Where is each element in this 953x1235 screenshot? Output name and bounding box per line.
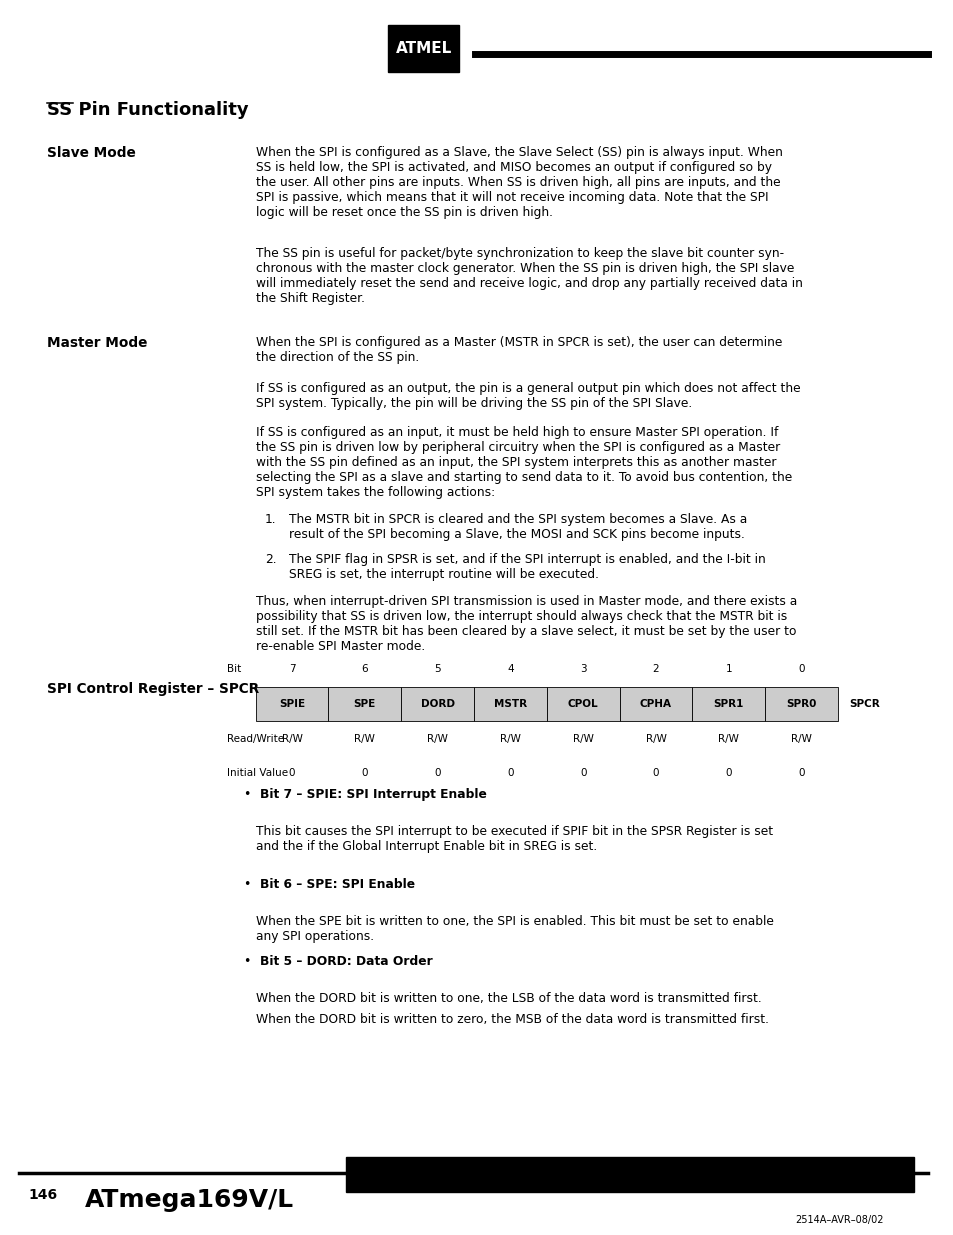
Text: 0: 0 [361, 768, 368, 778]
Text: •: • [243, 878, 251, 892]
Text: SS Pin Functionality: SS Pin Functionality [48, 101, 249, 120]
Text: DORD: DORD [420, 699, 455, 709]
Text: ATmega169V/L: ATmega169V/L [85, 1188, 294, 1212]
Text: 1.: 1. [265, 513, 276, 526]
Text: 0: 0 [798, 768, 804, 778]
Text: R/W: R/W [790, 734, 811, 743]
Text: 146: 146 [29, 1188, 57, 1202]
FancyBboxPatch shape [401, 688, 474, 720]
Text: R/W: R/W [281, 734, 302, 743]
Text: 5: 5 [434, 664, 440, 674]
Text: The SS pin is useful for packet/byte synchronization to keep the slave bit count: The SS pin is useful for packet/byte syn… [255, 247, 801, 305]
FancyBboxPatch shape [255, 688, 328, 720]
Text: If SS is configured as an input, it must be held high to ensure Master SPI opera: If SS is configured as an input, it must… [255, 426, 791, 499]
Text: This bit causes the SPI interrupt to be executed if SPIF bit in the SPSR Registe: This bit causes the SPI interrupt to be … [255, 825, 772, 853]
Text: R/W: R/W [427, 734, 448, 743]
Text: 2514A–AVR–08/02: 2514A–AVR–08/02 [795, 1215, 882, 1225]
Text: When the SPI is configured as a Slave, the Slave Select (SS) pin is always input: When the SPI is configured as a Slave, t… [255, 146, 781, 219]
Text: R/W: R/W [718, 734, 739, 743]
Text: Bit 7 – SPIE: SPI Interrupt Enable: Bit 7 – SPIE: SPI Interrupt Enable [260, 788, 487, 802]
Text: •: • [243, 788, 251, 802]
Text: R/W: R/W [645, 734, 666, 743]
Text: 0: 0 [434, 768, 440, 778]
FancyBboxPatch shape [692, 688, 764, 720]
Text: Thus, when interrupt-driven SPI transmission is used in Master mode, and there e: Thus, when interrupt-driven SPI transmis… [255, 595, 796, 653]
Text: 0: 0 [579, 768, 586, 778]
Text: 4: 4 [507, 664, 513, 674]
Text: The MSTR bit in SPCR is cleared and the SPI system becomes a Slave. As a
result : The MSTR bit in SPCR is cleared and the … [289, 513, 746, 541]
Text: 0: 0 [652, 768, 659, 778]
Text: The SPIF flag in SPSR is set, and if the SPI interrupt is enabled, and the I-bit: The SPIF flag in SPSR is set, and if the… [289, 553, 764, 582]
Text: If SS is configured as an output, the pin is a general output pin which does not: If SS is configured as an output, the pi… [255, 382, 800, 410]
Text: 2: 2 [652, 664, 659, 674]
Text: SPI Control Register – SPCR: SPI Control Register – SPCR [48, 682, 259, 695]
Text: When the DORD bit is written to one, the LSB of the data word is transmitted fir: When the DORD bit is written to one, the… [255, 992, 760, 1005]
Text: 6: 6 [361, 664, 368, 674]
Text: CPHA: CPHA [639, 699, 671, 709]
FancyBboxPatch shape [345, 1157, 913, 1192]
Text: When the SPE bit is written to one, the SPI is enabled. This bit must be set to : When the SPE bit is written to one, the … [255, 915, 773, 944]
FancyBboxPatch shape [764, 688, 837, 720]
FancyBboxPatch shape [618, 688, 692, 720]
Text: MSTR: MSTR [494, 699, 526, 709]
Text: CPOL: CPOL [567, 699, 598, 709]
FancyBboxPatch shape [474, 688, 546, 720]
Text: •: • [243, 955, 251, 968]
Text: Bit: Bit [227, 664, 241, 674]
Text: Bit 5 – DORD: Data Order: Bit 5 – DORD: Data Order [260, 955, 433, 968]
Text: R/W: R/W [354, 734, 375, 743]
FancyBboxPatch shape [546, 688, 618, 720]
Text: Slave Mode: Slave Mode [48, 146, 136, 159]
Text: 1: 1 [724, 664, 731, 674]
Text: SPE: SPE [354, 699, 375, 709]
Text: Bit 6 – SPE: SPI Enable: Bit 6 – SPE: SPI Enable [260, 878, 416, 892]
FancyBboxPatch shape [328, 688, 401, 720]
Text: 0: 0 [725, 768, 731, 778]
Text: 0: 0 [798, 664, 804, 674]
Text: SPIE: SPIE [278, 699, 305, 709]
Text: When the DORD bit is written to zero, the MSB of the data word is transmitted fi: When the DORD bit is written to zero, th… [255, 1013, 768, 1026]
Text: R/W: R/W [499, 734, 520, 743]
Text: When the SPI is configured as a Master (MSTR in SPCR is set), the user can deter: When the SPI is configured as a Master (… [255, 336, 781, 364]
Text: ATMEL: ATMEL [395, 41, 452, 56]
Text: SPR1: SPR1 [713, 699, 743, 709]
Text: 2.: 2. [265, 553, 276, 567]
Text: Master Mode: Master Mode [48, 336, 148, 350]
Text: R/W: R/W [572, 734, 593, 743]
Text: Read/Write: Read/Write [227, 734, 284, 743]
Text: 7: 7 [289, 664, 295, 674]
Text: SPCR: SPCR [848, 699, 880, 709]
Text: 0: 0 [289, 768, 295, 778]
FancyBboxPatch shape [388, 25, 458, 72]
Text: Initial Value: Initial Value [227, 768, 288, 778]
Text: SPR0: SPR0 [785, 699, 816, 709]
Text: 3: 3 [579, 664, 586, 674]
Text: 0: 0 [507, 768, 513, 778]
